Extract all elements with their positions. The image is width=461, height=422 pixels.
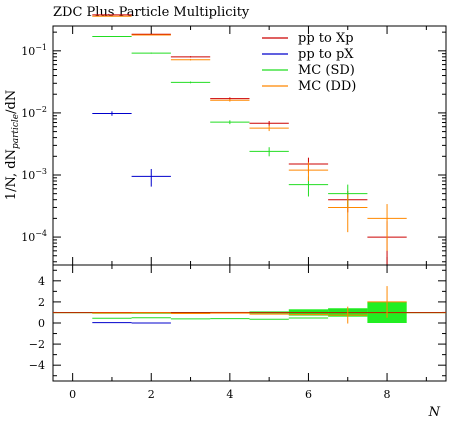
x-tick-label: 8 bbox=[384, 388, 391, 401]
y-axis-label-sub: particle bbox=[11, 114, 21, 149]
ratio-y-tick-label: 2 bbox=[38, 296, 45, 309]
series-pp-to-xp bbox=[92, 14, 407, 265]
legend-entry-label: pp to Xp bbox=[298, 31, 354, 46]
y-tick-label: 10−1 bbox=[21, 43, 47, 58]
series-mc-dd- bbox=[92, 15, 407, 251]
y-axis-label-tail: /dN bbox=[4, 90, 19, 114]
ratio-series-mc-dd- bbox=[92, 286, 407, 324]
x-tick-labels: 0 2 4 6 8 bbox=[69, 388, 390, 401]
ratio-y-tick-label: 4 bbox=[38, 275, 45, 288]
y-tick-label: 10−2 bbox=[21, 105, 47, 120]
y-tick-label: 10−4 bbox=[21, 229, 47, 244]
ratio-y-tick-label: 0 bbox=[38, 317, 45, 330]
legend-entry-label: MC (DD) bbox=[298, 79, 356, 94]
ratio-y-tick-label: −2 bbox=[29, 338, 45, 351]
ratio-y-tick-label: −4 bbox=[29, 359, 45, 372]
x-tick-label: 6 bbox=[305, 388, 312, 401]
legend-entry-label: MC (SD) bbox=[298, 63, 355, 78]
main-panel: 10−1 10−2 10−3 10−4 bbox=[21, 14, 447, 266]
x-tick-label: 4 bbox=[226, 388, 233, 401]
x-tick-label: 0 bbox=[69, 388, 76, 401]
y-axis-label-main: 1/N, dN bbox=[4, 149, 19, 200]
legend-entry-label: pp to pX bbox=[298, 47, 354, 62]
svg-text:1/N, dNparticle/dN: 1/N, dNparticle/dN bbox=[4, 90, 21, 200]
series-pp-to-px bbox=[92, 111, 171, 187]
x-tick-label: 2 bbox=[148, 388, 155, 401]
y-axis-label: 1/N, dNparticle/dN bbox=[4, 90, 21, 200]
chart-title: ZDC Plus Particle Multiplicity bbox=[53, 5, 250, 20]
ratio-panel: 4 2 0 −2 −4 bbox=[29, 264, 447, 382]
y-tick-label: 10−3 bbox=[21, 167, 47, 182]
ratio-series-mc-sd- bbox=[92, 309, 368, 320]
x-axis-label: N bbox=[428, 405, 441, 420]
